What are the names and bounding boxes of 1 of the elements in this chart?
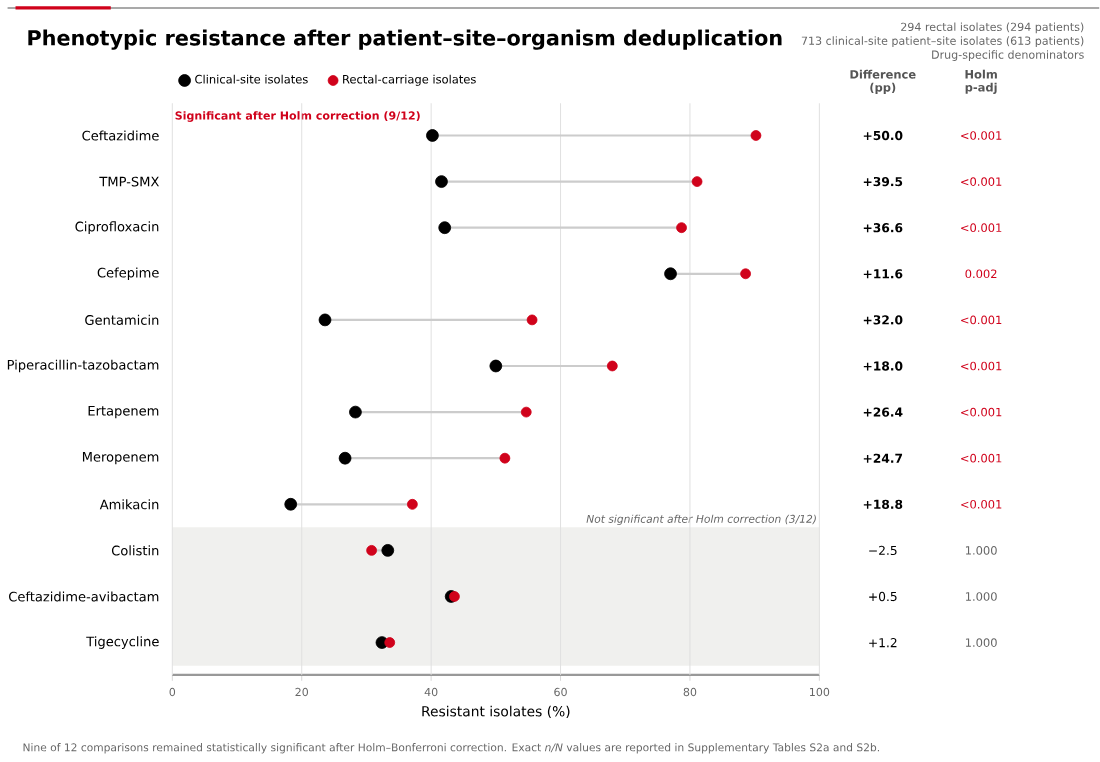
chart-title: Phenotypic resistance after patient–site–organism deduplication [28, 29, 782, 50]
